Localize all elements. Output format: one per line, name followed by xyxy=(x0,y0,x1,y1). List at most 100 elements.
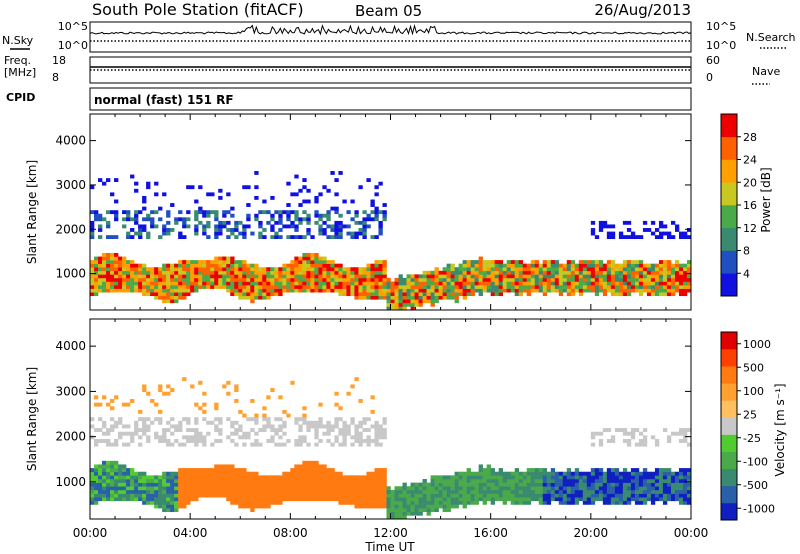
power-cell xyxy=(322,256,327,261)
power-cell xyxy=(682,277,688,282)
velocity-cell xyxy=(342,486,347,491)
velocity-cell xyxy=(342,489,347,494)
velocity-cell xyxy=(118,497,123,502)
power-cell xyxy=(686,270,692,275)
power-cell xyxy=(230,270,235,275)
power-cell xyxy=(230,206,235,211)
power-cell xyxy=(462,263,467,268)
power-cell xyxy=(126,281,131,286)
power-cell xyxy=(582,281,588,286)
power-cell xyxy=(434,274,439,279)
velocity-cell xyxy=(178,482,183,487)
velocity-cell xyxy=(306,479,311,483)
power-cell xyxy=(642,263,648,268)
power-colorbar-swatch xyxy=(721,114,737,138)
velocity-cell xyxy=(274,442,279,447)
power-cell xyxy=(618,277,624,282)
velocity-cell xyxy=(210,479,215,483)
velocity-cell xyxy=(182,479,187,483)
velocity-cell xyxy=(318,402,323,407)
power-cell xyxy=(502,267,507,272)
power-cell xyxy=(206,277,211,282)
power-cell xyxy=(294,263,299,268)
velocity-cell xyxy=(162,431,167,436)
velocity-cell xyxy=(250,475,255,480)
power-cell xyxy=(434,295,439,300)
velocity-cell xyxy=(238,504,243,509)
velocity-cell xyxy=(518,486,524,491)
velocity-cell xyxy=(514,468,520,473)
velocity-cell xyxy=(286,482,291,487)
velocity-cell xyxy=(122,497,127,502)
power-ylabel: Slant Range [km] xyxy=(25,160,39,264)
power-cell xyxy=(658,224,664,229)
power-cell xyxy=(114,270,119,275)
velocity-ytick-label: 3000 xyxy=(55,384,86,398)
power-cell xyxy=(466,260,471,264)
power-cell xyxy=(574,267,580,272)
velocity-cell xyxy=(374,486,379,491)
velocity-cell xyxy=(342,479,347,483)
velocity-cell xyxy=(210,493,215,498)
velocity-cell xyxy=(130,439,135,443)
velocity-cell xyxy=(150,475,155,480)
power-cell xyxy=(430,270,435,275)
power-cell xyxy=(326,263,331,268)
power-cell xyxy=(466,263,471,268)
power-cell xyxy=(502,285,507,289)
power-cell xyxy=(530,260,536,264)
velocity-cell xyxy=(158,439,163,443)
power-cell xyxy=(590,263,596,268)
velocity-cell xyxy=(538,475,544,480)
power-cell xyxy=(586,260,592,264)
velocity-cell xyxy=(470,497,475,502)
velocity-cell xyxy=(634,486,640,491)
power-cell xyxy=(90,231,95,236)
velocity-cell xyxy=(374,420,379,425)
velocity-cell xyxy=(166,508,171,513)
velocity-cell xyxy=(402,497,407,502)
velocity-cell xyxy=(510,482,516,487)
velocity-cell xyxy=(682,479,688,483)
velocity-cell xyxy=(558,500,564,505)
power-cell xyxy=(126,263,131,268)
velocity-cell xyxy=(634,475,640,480)
velocity-cell xyxy=(622,475,628,480)
power-cell xyxy=(326,281,331,286)
power-cell xyxy=(462,274,467,279)
power-cell xyxy=(598,281,604,286)
velocity-cell xyxy=(170,497,175,502)
power-cell xyxy=(258,292,263,297)
power-cell xyxy=(674,285,680,289)
velocity-cell xyxy=(162,471,167,476)
velocity-cell xyxy=(462,475,467,480)
power-cell xyxy=(666,274,672,279)
velocity-cell xyxy=(110,493,115,498)
power-cell xyxy=(354,285,359,289)
power-cell xyxy=(250,267,255,272)
velocity-cell xyxy=(382,479,387,483)
power-cell xyxy=(298,203,303,207)
velocity-cell xyxy=(522,489,528,494)
velocity-cell xyxy=(666,475,672,480)
power-cell xyxy=(558,263,564,268)
velocity-colorbar-swatch xyxy=(721,502,737,521)
velocity-cell xyxy=(126,482,131,487)
velocity-cell xyxy=(214,439,219,443)
velocity-cell xyxy=(190,471,195,476)
power-cell xyxy=(358,231,363,236)
velocity-cell xyxy=(518,497,524,502)
power-cell xyxy=(598,277,604,282)
power-cell xyxy=(546,267,552,272)
velocity-cell xyxy=(666,489,672,494)
velocity-cell xyxy=(262,428,267,433)
power-cell xyxy=(94,270,99,275)
velocity-cell xyxy=(634,482,640,487)
velocity-cell xyxy=(654,468,660,473)
velocity-cell xyxy=(310,482,315,487)
power-cell xyxy=(678,288,684,293)
velocity-cell xyxy=(218,493,223,498)
velocity-cell xyxy=(306,497,311,502)
power-cell xyxy=(294,224,299,229)
power-cell xyxy=(374,281,379,286)
